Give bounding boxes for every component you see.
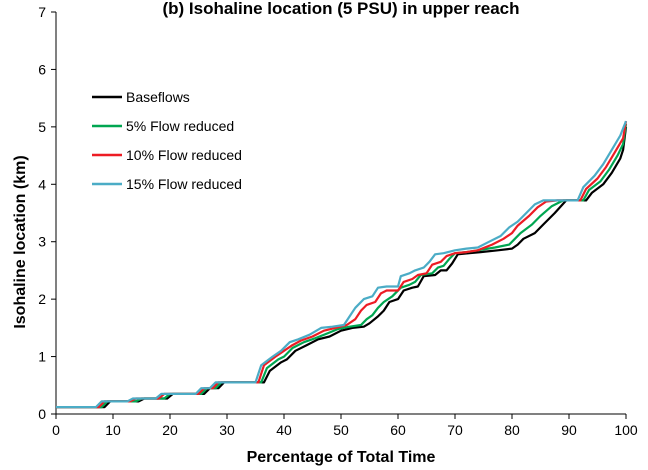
x-axis-ticks: 0 10 20 30 40 50 60 70 80 90 100 [52,414,638,438]
y-tick-label: 0 [38,406,46,422]
series-layer [56,120,628,409]
x-axis-label: Percentage of Total Time [247,449,436,466]
y-axis-label: Isohaline location (km) [12,155,29,328]
y-tick-label: 1 [38,349,46,365]
y-tick-label: 7 [38,4,46,20]
legend: Baseflows 5% Flow reduced 10% Flow reduced… [92,89,242,192]
x-tick-label: 50 [333,422,349,438]
x-tick-label: 80 [504,422,520,438]
x-tick-label: 10 [105,422,121,438]
series-line-5-flow-reduced [56,123,628,409]
plot-frame [55,12,626,415]
x-tick-label: 0 [52,422,60,438]
y-tick-label: 6 [38,61,46,77]
y-tick-label: 2 [38,291,46,307]
x-tick-label: 90 [561,422,577,438]
y-tick-label: 4 [38,176,46,192]
legend-label: 15% Flow reduced [126,176,242,192]
series-line-15-flow-reduced [56,120,628,409]
y-tick-label: 3 [38,234,46,250]
x-tick-label: 20 [162,422,178,438]
legend-label: 10% Flow reduced [126,147,242,163]
y-axis-ticks: 0 1 2 3 4 5 6 7 [38,4,56,422]
series-line-baseflows [56,126,628,409]
x-tick-label: 70 [447,422,463,438]
series-line-10-flow-reduced [56,120,628,409]
x-tick-label: 30 [219,422,235,438]
x-tick-label: 60 [390,422,406,438]
x-tick-label: 100 [614,422,638,438]
legend-label: Baseflows [126,89,190,105]
chart-title: (b) Isohaline location (5 PSU) in upper … [162,0,519,18]
y-tick-label: 5 [38,119,46,135]
legend-label: 5% Flow reduced [126,118,234,134]
x-tick-label: 40 [276,422,292,438]
